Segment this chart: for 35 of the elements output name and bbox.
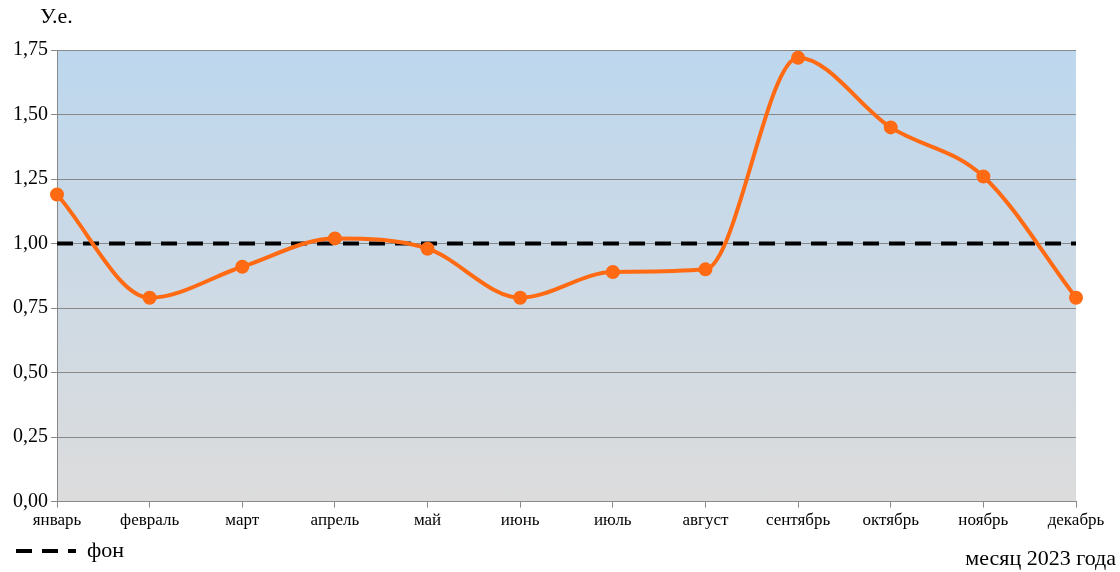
y-axis-title: У.е. [40, 2, 73, 28]
x-tick-label: август [682, 510, 730, 530]
point [883, 120, 898, 135]
x-axis-title: месяц 2023 года [965, 544, 1117, 570]
x-tick-label: ноябрь [958, 510, 1009, 530]
x-tick-label: декабрь [1047, 510, 1105, 530]
y-tick-label: 0,00 [13, 488, 48, 511]
y-tick-label: 0,25 [13, 424, 48, 447]
point [605, 264, 620, 279]
x-tick-label: июль [594, 510, 632, 530]
x-tick-label: май [413, 510, 442, 530]
x-tick-label: июнь [500, 510, 540, 530]
point [327, 231, 342, 246]
point [420, 241, 435, 256]
x-tick-label: март [225, 510, 260, 530]
y-tick-label: 1,50 [13, 101, 48, 124]
point [698, 262, 713, 277]
point [513, 290, 528, 305]
point [235, 259, 250, 274]
y-tick-label: 1,25 [13, 166, 48, 189]
x-tick-label: апрель [310, 510, 360, 530]
x-tick-label: сентябрь [765, 510, 831, 530]
y-tick-label: 1,00 [13, 230, 48, 253]
x-tick-label: февраль [120, 510, 180, 530]
x-tick-label: октябрь [862, 510, 920, 530]
point [791, 50, 806, 65]
point [50, 187, 64, 202]
point [976, 169, 991, 184]
y-tick-label: 1,75 [13, 37, 48, 60]
legend-label: фон [87, 536, 125, 562]
point [1069, 290, 1083, 305]
y-tick-label: 0,50 [13, 359, 48, 382]
x-tick-label: январь [32, 510, 82, 530]
y-tick-label: 0,75 [13, 295, 48, 318]
point [142, 290, 157, 305]
